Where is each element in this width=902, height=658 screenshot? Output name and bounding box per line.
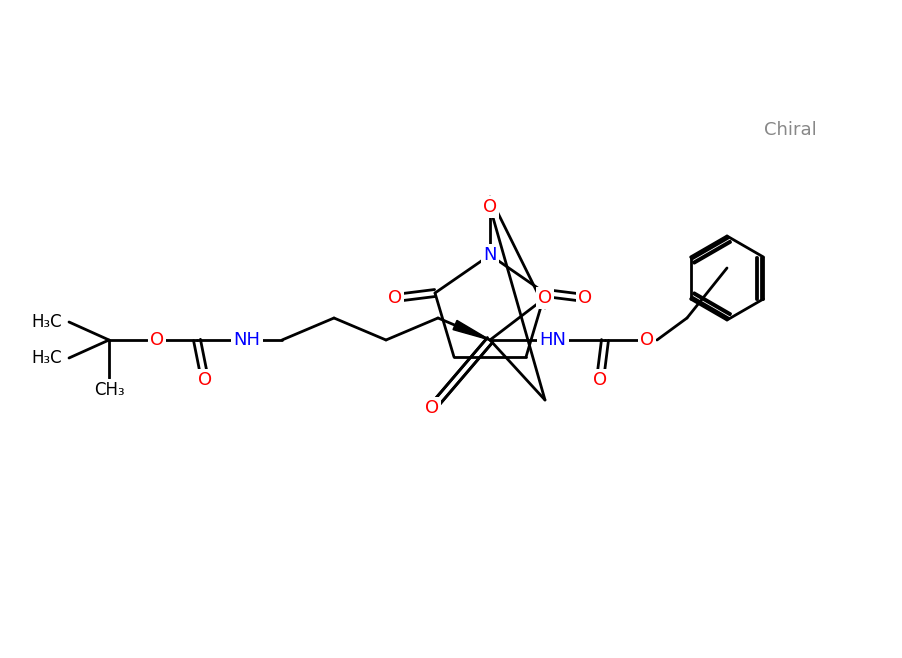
Text: HN: HN bbox=[538, 331, 566, 349]
Text: O: O bbox=[483, 198, 496, 216]
Text: H₃C: H₃C bbox=[32, 349, 62, 367]
Text: O: O bbox=[198, 371, 212, 389]
Text: O: O bbox=[538, 289, 551, 307]
Text: O: O bbox=[640, 331, 653, 349]
Text: O: O bbox=[425, 399, 438, 417]
Text: O: O bbox=[593, 371, 606, 389]
Text: NH: NH bbox=[234, 331, 260, 349]
Text: Chiral: Chiral bbox=[763, 121, 815, 139]
Text: H₃C: H₃C bbox=[32, 313, 62, 331]
Text: CH₃: CH₃ bbox=[94, 381, 124, 399]
Text: O: O bbox=[150, 331, 164, 349]
Text: O: O bbox=[577, 289, 592, 307]
Text: O: O bbox=[388, 289, 401, 307]
Text: N: N bbox=[483, 246, 496, 264]
Polygon shape bbox=[453, 320, 490, 340]
Text: O: O bbox=[425, 399, 438, 417]
